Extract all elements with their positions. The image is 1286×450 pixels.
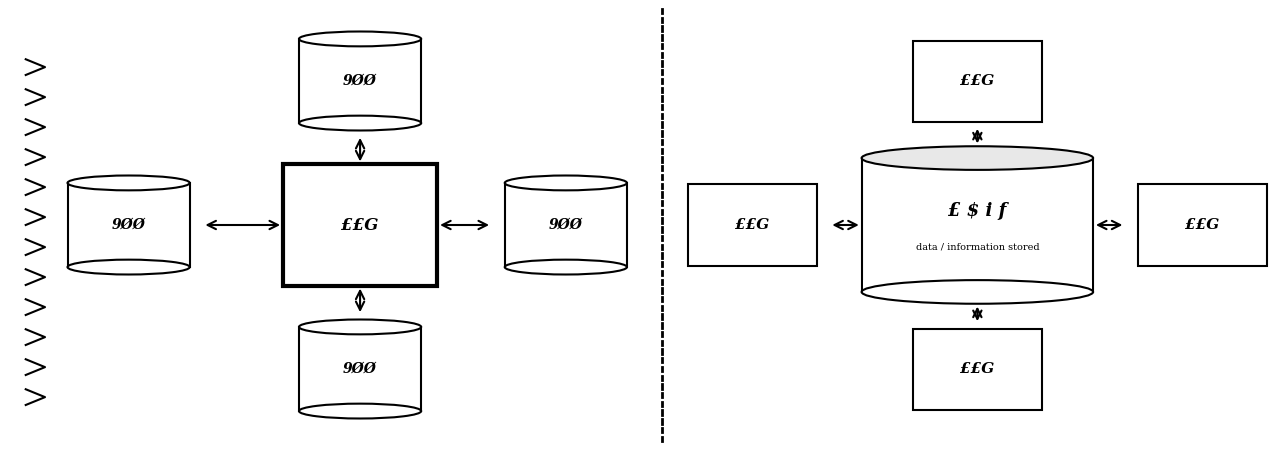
- Ellipse shape: [300, 116, 422, 130]
- Text: ££G: ££G: [1186, 218, 1219, 232]
- Text: 9ØØ: 9ØØ: [343, 74, 377, 88]
- Text: data / information stored: data / information stored: [916, 243, 1039, 252]
- Bar: [863, 280, 1092, 292]
- Text: ££G: ££G: [961, 362, 994, 376]
- Bar: [688, 184, 817, 266]
- Bar: [1138, 184, 1267, 266]
- Text: ££G: ££G: [341, 216, 379, 234]
- Bar: [862, 158, 1093, 292]
- Text: ££G: ££G: [961, 74, 994, 88]
- Bar: [504, 183, 628, 267]
- Ellipse shape: [300, 32, 422, 46]
- Ellipse shape: [300, 320, 422, 334]
- Ellipse shape: [67, 260, 190, 274]
- Bar: [913, 328, 1042, 410]
- Bar: [300, 39, 422, 123]
- Ellipse shape: [300, 404, 422, 419]
- Ellipse shape: [67, 176, 190, 190]
- Ellipse shape: [862, 280, 1093, 304]
- Text: 9ØØ: 9ØØ: [343, 362, 377, 376]
- Bar: [913, 40, 1042, 122]
- Ellipse shape: [504, 176, 628, 190]
- Text: 9ØØ: 9ØØ: [549, 218, 583, 232]
- Ellipse shape: [504, 260, 628, 274]
- Bar: [300, 327, 422, 411]
- Text: 9ØØ: 9ØØ: [112, 218, 145, 232]
- Ellipse shape: [862, 146, 1093, 170]
- Bar: [283, 164, 437, 286]
- Text: £ $ i f: £ $ i f: [948, 202, 1007, 220]
- Text: ££G: ££G: [736, 218, 769, 232]
- Bar: [67, 183, 190, 267]
